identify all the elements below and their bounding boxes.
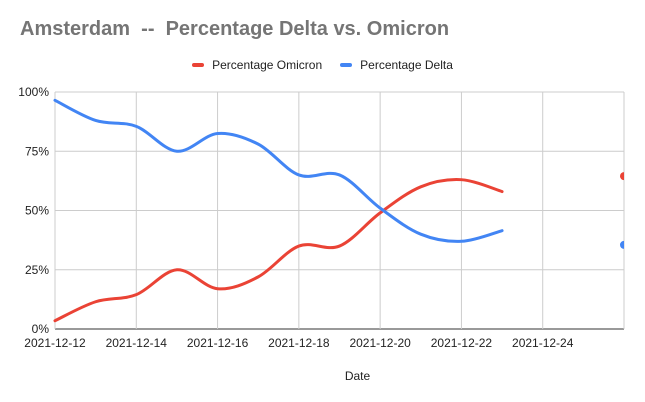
x-tick-label: 2021-12-24	[512, 336, 574, 350]
x-tick-label: 2021-12-16	[187, 336, 249, 350]
y-tick-label: 50%	[25, 204, 49, 218]
x-tick-label: 2021-12-12	[24, 336, 86, 350]
y-tick-label: 75%	[25, 144, 49, 158]
x-tick-label: 2021-12-22	[431, 336, 493, 350]
legend-label-omicron: Percentage Omicron	[212, 58, 323, 72]
x-tick-label: 2021-12-14	[106, 336, 168, 350]
y-tick-label: 100%	[18, 85, 49, 99]
legend-label-delta: Percentage Delta	[360, 58, 453, 72]
x-axis-title: Date	[345, 369, 371, 383]
legend-swatch-delta	[340, 63, 353, 67]
legend-swatch-omicron	[192, 63, 205, 67]
series-line-omicron	[53, 178, 504, 323]
x-tick-label: 2021-12-18	[268, 336, 330, 350]
series-line-delta	[53, 98, 504, 243]
legend: Percentage Omicron Percentage Delta	[0, 58, 645, 72]
series-point-omicron	[620, 172, 624, 181]
chart-title: Amsterdam -- Percentage Delta vs. Omicro…	[20, 18, 450, 40]
x-tick-label: 2021-12-20	[349, 336, 411, 350]
series-point-delta	[620, 240, 624, 249]
y-tick-label: 25%	[25, 263, 49, 277]
legend-item-delta[interactable]: Percentage Delta	[340, 58, 453, 72]
y-tick-label: 0%	[32, 322, 50, 336]
legend-item-omicron[interactable]: Percentage Omicron	[192, 58, 322, 72]
